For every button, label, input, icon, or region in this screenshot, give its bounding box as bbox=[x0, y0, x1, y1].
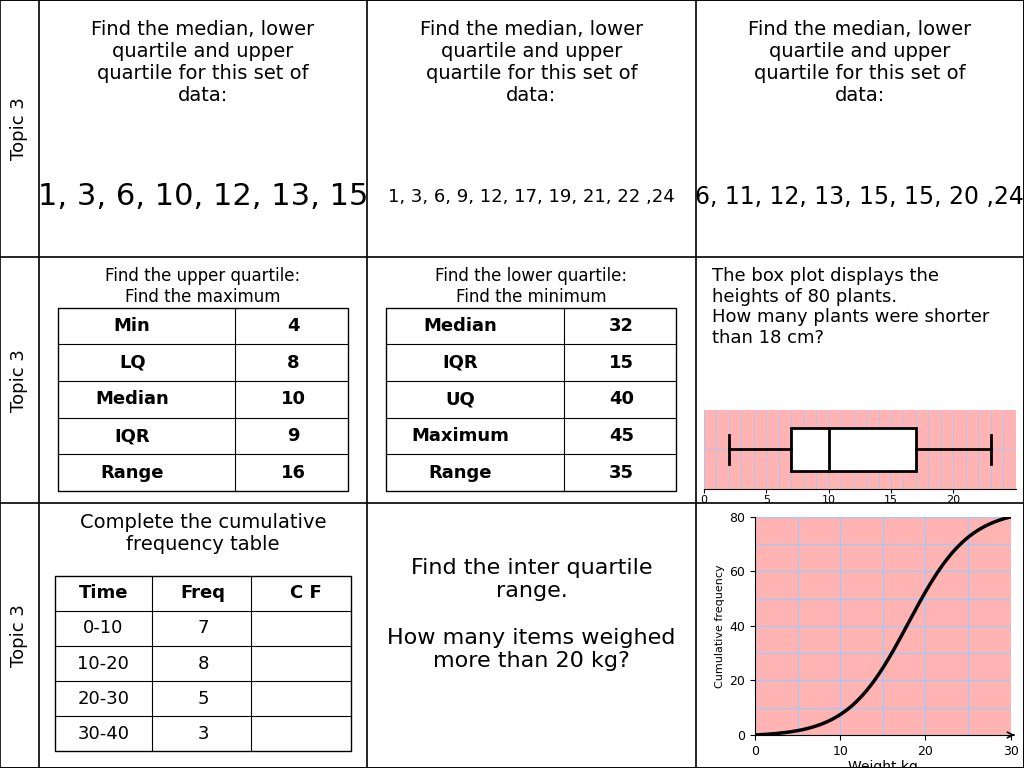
Text: 10-20: 10-20 bbox=[77, 654, 129, 673]
Text: Min: Min bbox=[114, 317, 151, 335]
Text: Freq: Freq bbox=[180, 584, 225, 602]
Text: 6, 11, 12, 13, 15, 15, 20 ,24: 6, 11, 12, 13, 15, 15, 20 ,24 bbox=[695, 185, 1024, 209]
Bar bbox=[792, 428, 916, 472]
Text: 5: 5 bbox=[198, 690, 209, 707]
Text: C F: C F bbox=[291, 584, 323, 602]
Text: Time: Time bbox=[79, 584, 128, 602]
Text: 35: 35 bbox=[609, 464, 634, 482]
Text: Median: Median bbox=[95, 390, 169, 409]
Text: UQ: UQ bbox=[445, 390, 475, 409]
Text: 45: 45 bbox=[609, 427, 634, 445]
Text: 20-30: 20-30 bbox=[77, 690, 129, 707]
Text: Range: Range bbox=[429, 464, 493, 482]
Text: Find the inter quartile
range.

How many items weighed
more than 20 kg?: Find the inter quartile range. How many … bbox=[387, 558, 676, 671]
Text: Find the upper quartile:
Find the maximum: Find the upper quartile: Find the maximu… bbox=[105, 266, 301, 306]
Text: LQ: LQ bbox=[119, 354, 145, 372]
Bar bbox=[58, 308, 348, 491]
Text: 1, 3, 6, 10, 12, 13, 15: 1, 3, 6, 10, 12, 13, 15 bbox=[38, 182, 369, 211]
Text: Topic 3: Topic 3 bbox=[10, 349, 29, 412]
Text: Median: Median bbox=[424, 317, 498, 335]
Text: 0-10: 0-10 bbox=[83, 619, 124, 637]
Text: Find the lower quartile:
Find the minimum: Find the lower quartile: Find the minimu… bbox=[435, 266, 628, 306]
Y-axis label: Cumulative frequency: Cumulative frequency bbox=[715, 564, 725, 687]
Text: 25cm: 25cm bbox=[1022, 504, 1024, 514]
Text: 40: 40 bbox=[609, 390, 634, 409]
Text: Range: Range bbox=[100, 464, 164, 482]
Text: Topic 3: Topic 3 bbox=[10, 604, 29, 667]
Text: 16: 16 bbox=[281, 464, 306, 482]
Text: 8: 8 bbox=[198, 654, 209, 673]
Text: 1, 3, 6, 9, 12, 17, 19, 21, 22 ,24: 1, 3, 6, 9, 12, 17, 19, 21, 22 ,24 bbox=[388, 188, 675, 206]
Text: The box plot displays the
heights of 80 plants.
How many plants were shorter
tha: The box plot displays the heights of 80 … bbox=[712, 266, 989, 347]
Text: Find the median, lower
quartile and upper
quartile for this set of
data:: Find the median, lower quartile and uppe… bbox=[420, 21, 643, 105]
Text: 32: 32 bbox=[609, 317, 634, 335]
Text: 30-40: 30-40 bbox=[77, 725, 129, 743]
Text: Find the median, lower
quartile and upper
quartile for this set of
data:: Find the median, lower quartile and uppe… bbox=[749, 21, 972, 105]
Text: 3: 3 bbox=[198, 725, 209, 743]
Text: 8: 8 bbox=[287, 354, 300, 372]
Text: 15: 15 bbox=[609, 354, 634, 372]
Text: Complete the cumulative
frequency table: Complete the cumulative frequency table bbox=[80, 513, 327, 554]
Text: 9: 9 bbox=[287, 427, 300, 445]
Text: IQR: IQR bbox=[115, 427, 151, 445]
Text: Maximum: Maximum bbox=[412, 427, 510, 445]
Bar bbox=[55, 576, 351, 751]
Text: IQR: IQR bbox=[442, 354, 478, 372]
Bar bbox=[386, 308, 677, 491]
Text: Find the median, lower
quartile and upper
quartile for this set of
data:: Find the median, lower quartile and uppe… bbox=[91, 21, 314, 105]
Text: 4: 4 bbox=[287, 317, 300, 335]
Text: 7: 7 bbox=[198, 619, 209, 637]
Text: 10: 10 bbox=[281, 390, 306, 409]
Text: Topic 3: Topic 3 bbox=[10, 98, 29, 160]
X-axis label: Weight kg: Weight kg bbox=[848, 760, 918, 768]
